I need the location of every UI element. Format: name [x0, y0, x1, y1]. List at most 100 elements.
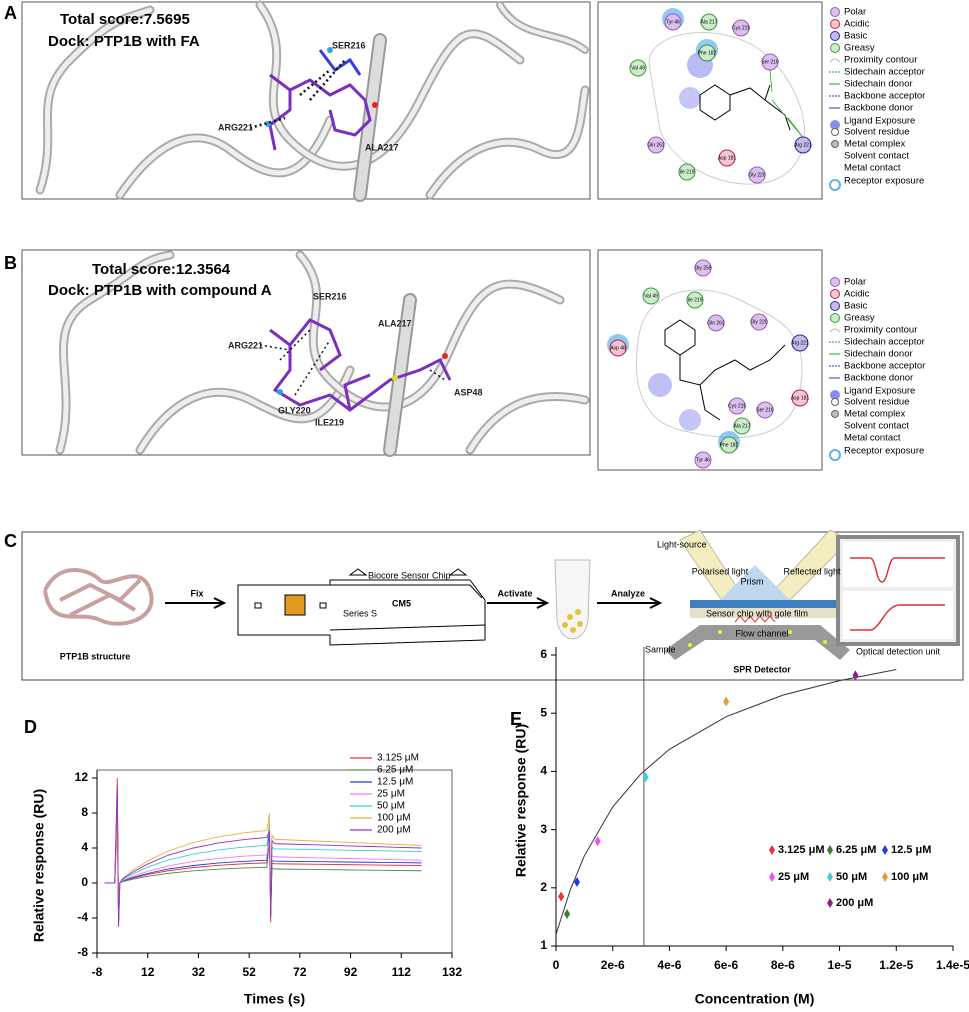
legend-label: Receptor exposure	[844, 176, 924, 187]
x-tick-label: 12	[141, 965, 155, 979]
legend-symbol	[830, 390, 840, 400]
legend-swatch	[882, 845, 888, 855]
x-tick-label: 1.2e-5	[879, 958, 913, 972]
legend-symbol	[831, 398, 839, 406]
diagram-label: PTP1B structure	[60, 651, 131, 661]
x-tick-label: 8e-6	[771, 958, 795, 972]
h-bonds	[259, 329, 446, 396]
data-point	[573, 876, 580, 887]
diagram-label: Flow channel	[735, 628, 788, 638]
residue-node	[791, 389, 809, 407]
data-point	[852, 670, 859, 681]
legend-symbol	[830, 120, 840, 130]
legend-label: Backbone acceptor	[844, 91, 925, 102]
legend-label: 50 μM	[836, 871, 867, 883]
y-axis-title: Relative response (RU)	[513, 724, 529, 877]
legend-label: Receptor exposure	[844, 446, 924, 457]
x-tick-label: -8	[92, 965, 103, 979]
y-tick-label: -4	[77, 910, 88, 924]
legend-symbol	[831, 410, 839, 418]
x-tick-label: 2e-6	[601, 958, 625, 972]
legend-swatch	[882, 872, 888, 882]
residue-node-label: Cys 215	[732, 25, 751, 31]
legend-label: Basic	[844, 301, 867, 312]
residue-node	[686, 291, 704, 309]
series-line	[104, 786, 422, 927]
residue-node-label: Phe 182	[698, 50, 717, 56]
legend-symbol	[830, 301, 840, 311]
diagram-label: CM5	[392, 598, 411, 608]
legend-swatch	[827, 845, 833, 855]
residue-label: SER216	[332, 40, 366, 50]
diagram-label: SPR Detector	[733, 664, 791, 674]
series-line	[104, 777, 422, 927]
residue-node-label: Ile 219	[679, 169, 694, 175]
x-tick-label: 4e-6	[657, 958, 681, 972]
legend-label: Ligand Exposure	[844, 116, 915, 127]
legend-label: Acidic	[844, 289, 870, 300]
ligand-exposure	[679, 87, 701, 109]
residue-node-label: Val 49	[644, 293, 658, 299]
interaction-arrows	[769, 69, 806, 141]
legend-label: 100 μM	[891, 871, 928, 883]
legend-swatch	[827, 872, 833, 882]
score: Total score:12.3564	[92, 261, 231, 278]
residue-node	[642, 287, 660, 305]
x-tick-label: 72	[293, 965, 307, 979]
residue-label: ALA217	[365, 142, 399, 152]
diagram-label: Prism	[741, 576, 764, 586]
legend-symbol	[831, 128, 839, 136]
panel-a-render	[21, 0, 823, 202]
diagram-frame	[597, 1, 823, 200]
ligand-exposure	[679, 409, 701, 431]
residue-node-label: Asp 181	[791, 395, 810, 401]
diagram-label: Analyze	[611, 588, 645, 598]
residue-node	[609, 339, 627, 357]
residue-node-label: Ser 216	[761, 59, 779, 65]
legend-label: 3.125 μM	[778, 844, 824, 856]
residue-node	[750, 313, 768, 331]
y-tick-label: 4	[540, 764, 547, 778]
residue-label: ALA217	[378, 318, 412, 328]
dock-label: Dock: PTP1B with compound A	[48, 282, 272, 299]
residue-node-label: Tyr 46	[666, 19, 680, 25]
x-axis-title: Times (s)	[244, 991, 305, 1007]
residue-node-label: Phe 182	[720, 442, 739, 448]
legend-label: Polar	[844, 7, 866, 18]
diagram-label: Reflected light	[783, 566, 841, 576]
x-tick-label: 1.4e-5	[936, 958, 969, 972]
diagram-label: Sample	[645, 644, 676, 654]
legend-label: Metal contact	[844, 433, 901, 444]
legend-label: Basic	[844, 31, 867, 42]
legend-label: Greasy	[844, 313, 875, 324]
residue-node-label: Val 49	[631, 65, 645, 71]
legend-symbol	[830, 19, 840, 29]
dock-label: Dock: PTP1B with FA	[48, 33, 200, 50]
y-tick-label: 8	[81, 805, 88, 819]
panel-c-diagram	[21, 529, 964, 681]
diagram-label: Series S	[343, 608, 377, 618]
residue-node	[700, 13, 718, 31]
residue-node-label: Ile 219	[687, 297, 702, 303]
legend-label: Sidechain acceptor	[844, 67, 925, 78]
residue-node	[694, 259, 712, 277]
ligand	[269, 318, 452, 412]
panel-letter: C	[4, 531, 17, 551]
h-bonds	[249, 59, 346, 130]
arrow	[597, 597, 663, 609]
ligand-2d	[664, 319, 786, 421]
residue-node	[756, 401, 774, 419]
legend-symbol	[830, 7, 840, 17]
data-point	[558, 891, 565, 902]
ligand-2d	[699, 84, 791, 131]
sensor-chip	[237, 568, 486, 646]
residue-node-label: Gly 220	[748, 172, 765, 178]
sample-tube	[554, 559, 591, 640]
panel-letter: E	[510, 709, 522, 729]
legend-swatch	[827, 898, 833, 908]
panel-letter: D	[24, 717, 37, 737]
legend-label: Sidechain donor	[844, 79, 913, 90]
residue-node	[647, 136, 665, 154]
legend-label: Backbone acceptor	[844, 361, 925, 372]
